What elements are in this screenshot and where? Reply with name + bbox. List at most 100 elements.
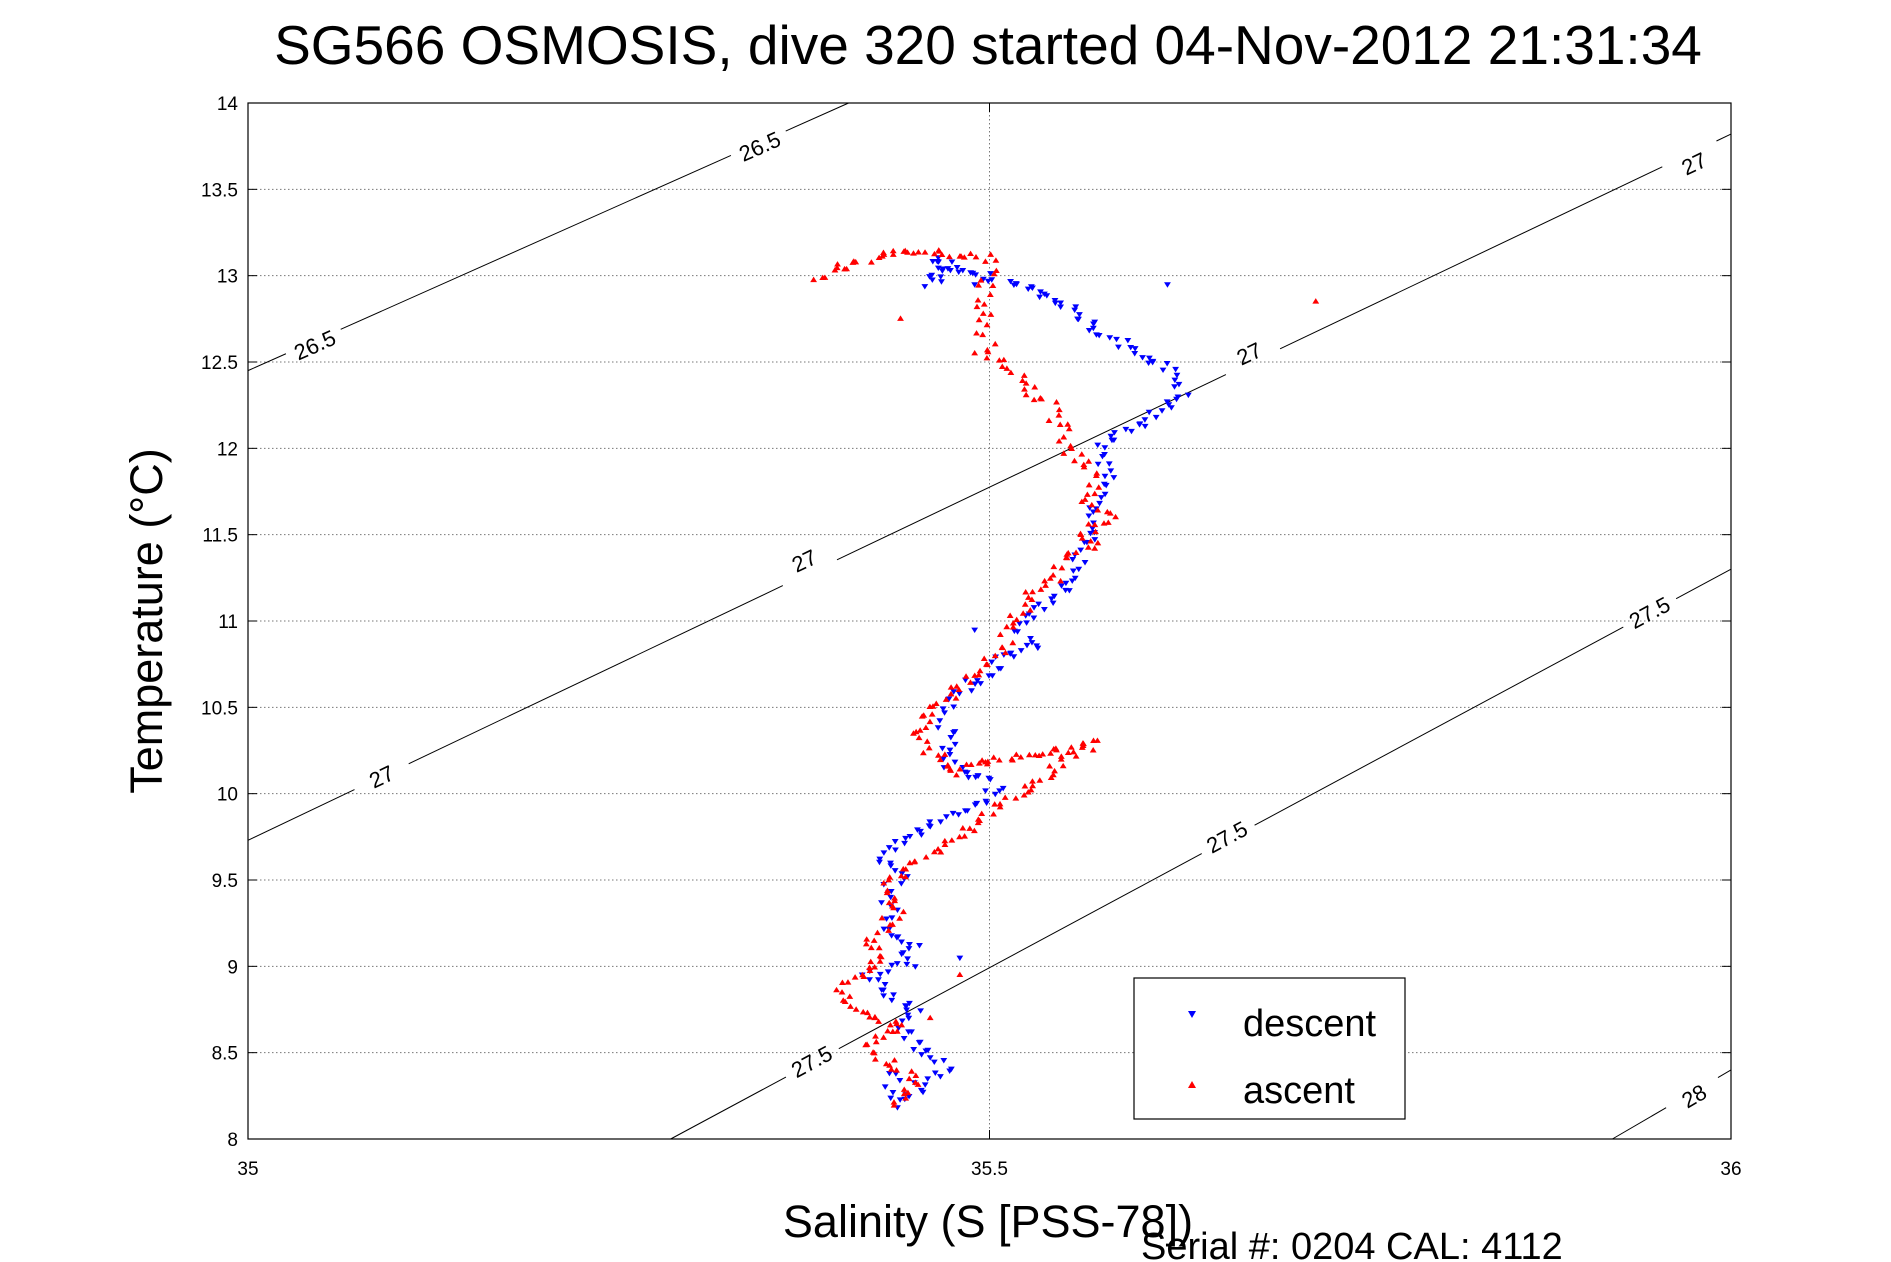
y-tick-label: 11.5	[202, 526, 238, 547]
descent-point	[1010, 654, 1018, 660]
ascent-point	[989, 282, 997, 289]
ascent-point	[926, 718, 934, 725]
descent-point	[1141, 423, 1149, 430]
descent-point	[1090, 520, 1097, 526]
ascent-point	[897, 872, 905, 879]
descent-point	[938, 279, 945, 285]
descent-point	[904, 956, 911, 962]
descent-point	[1076, 312, 1083, 318]
ascent-point	[928, 711, 936, 717]
descent-point	[953, 265, 961, 271]
data-series	[810, 247, 1320, 1111]
descent-point	[898, 1018, 906, 1024]
descent-point	[937, 1074, 944, 1080]
legend-descent-label: descent	[1243, 1003, 1377, 1045]
ascent-point	[896, 915, 904, 921]
descent-point	[1173, 372, 1181, 379]
descent-point	[1062, 587, 1069, 594]
ascent-point	[982, 258, 989, 264]
descent-point	[919, 1089, 927, 1096]
ascent-point	[1093, 470, 1101, 476]
ascent-point	[970, 827, 978, 834]
ascent-point	[1021, 386, 1028, 392]
descent-point	[971, 681, 979, 687]
ascent-point	[974, 819, 982, 826]
descent-point	[918, 1052, 925, 1058]
descent-point	[963, 770, 971, 776]
ascent-point	[893, 1028, 901, 1034]
density-contour-line	[1612, 1107, 1667, 1140]
descent-point	[1145, 360, 1152, 367]
descent-point	[892, 847, 899, 853]
ascent-point	[944, 763, 951, 769]
ascent-point	[1052, 745, 1060, 751]
ascent-point	[1312, 298, 1320, 304]
descent-point	[1017, 648, 1025, 654]
descent-point	[1089, 509, 1097, 515]
descent-point	[887, 863, 895, 869]
ascent-point	[876, 952, 884, 959]
ascent-point	[911, 858, 919, 864]
ascent-point	[878, 253, 886, 259]
ascent-point	[1072, 753, 1080, 759]
descent-point	[950, 689, 958, 695]
ascent-point	[1009, 620, 1017, 626]
descent-point	[908, 1029, 915, 1035]
descent-point	[1037, 289, 1044, 295]
ascent-point	[885, 927, 893, 933]
descent-point	[1099, 453, 1106, 460]
descent-point	[883, 916, 890, 922]
ascent-point	[871, 1056, 879, 1062]
ascent-point	[838, 989, 846, 995]
ascent-point	[1041, 577, 1049, 584]
descent-point	[940, 756, 947, 762]
ascent-point	[887, 1066, 895, 1072]
descent-point	[876, 856, 884, 863]
ascent-point	[948, 837, 956, 843]
ascent-point	[870, 937, 878, 943]
ascent-point	[990, 754, 998, 760]
ascent-point	[1021, 601, 1029, 607]
descent-point	[898, 939, 905, 945]
ascent-point	[979, 331, 987, 338]
ascent-point	[1013, 616, 1021, 623]
ascent-point	[919, 749, 927, 756]
y-tick-label: 9.5	[212, 871, 238, 892]
descent-point	[937, 274, 945, 280]
ascent-point	[937, 849, 945, 855]
y-tick-label: 13.5	[201, 180, 238, 201]
density-contour-line	[247, 353, 287, 372]
ascent-point	[1085, 458, 1093, 464]
ascent-point	[885, 899, 893, 906]
ascent-point	[1024, 789, 1032, 795]
descent-point	[956, 955, 964, 962]
ascent-point	[996, 631, 1004, 637]
ascent-point	[983, 321, 991, 328]
descent-point	[1184, 392, 1192, 399]
descent-point	[946, 752, 954, 758]
ascent-point	[971, 349, 979, 356]
descent-point	[1058, 583, 1065, 589]
legend: descent ascent	[1133, 977, 1406, 1120]
descent-point	[910, 1047, 918, 1053]
ascent-point	[1006, 612, 1014, 618]
descent-point	[999, 785, 1007, 792]
ascent-point	[1051, 767, 1058, 774]
ascent-point	[1055, 412, 1063, 418]
ascent-point	[1078, 535, 1086, 541]
descent-point	[901, 840, 908, 847]
ascent-point	[866, 964, 873, 971]
ascent-point	[1085, 521, 1092, 527]
ascent-point	[1064, 749, 1072, 756]
ascent-point	[1064, 421, 1072, 427]
ascent-point	[843, 265, 851, 272]
ascent-point	[1091, 545, 1099, 551]
descent-point	[906, 833, 914, 840]
descent-point	[1028, 640, 1036, 646]
ascent-point	[1055, 406, 1063, 413]
ascent-point	[1058, 564, 1066, 571]
ascent-point	[902, 1095, 910, 1101]
ascent-point	[1087, 538, 1095, 544]
grid	[248, 103, 1731, 1139]
